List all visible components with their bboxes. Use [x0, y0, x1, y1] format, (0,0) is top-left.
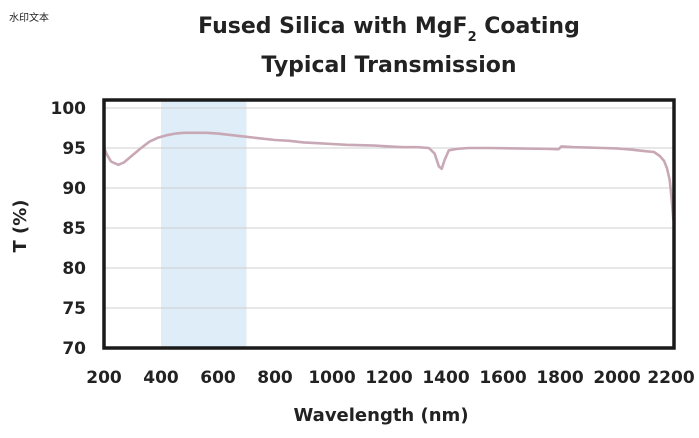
x-tick-label-600: 600 — [200, 368, 236, 388]
y-tick-label-95: 95 — [62, 139, 86, 159]
x-tick-label-1400: 1400 — [422, 368, 469, 388]
y-tick-label-90: 90 — [62, 179, 86, 199]
y-axis-label: T (%) — [10, 199, 31, 252]
x-tick-label-1200: 1200 — [365, 368, 412, 388]
transmission-line-0 — [102, 131, 675, 222]
y-tick-label-100: 100 — [51, 99, 87, 119]
title-main: Fused Silica with MgF — [198, 14, 467, 39]
y-tick-label-80: 80 — [62, 259, 86, 279]
x-tick-label-400: 400 — [143, 368, 179, 388]
plot-area: 70 75 80 85 90 95 100 200 400 600 800 1000 1200 1400 1… — [51, 98, 695, 388]
title-end: Coating — [477, 14, 580, 39]
chart-title-line2: Typical Transmission — [261, 53, 516, 78]
x-axis-label: Wavelength (nm) — [293, 405, 468, 426]
x-tick-label-800: 800 — [257, 368, 293, 388]
x-tick-label-2000: 2000 — [593, 368, 640, 388]
y-tick-label-70: 70 — [62, 339, 86, 359]
title-subscript: 2 — [468, 30, 477, 45]
x-tick-label-2200: 2200 — [647, 368, 694, 388]
watermark-text: 水印文本 — [9, 13, 49, 24]
x-tick-label-1800: 1800 — [536, 368, 583, 388]
y-tick-label-85: 85 — [62, 219, 86, 239]
chart-title-line1: Fused Silica with MgF2 Coating — [198, 14, 580, 45]
visible-band-highlight — [161, 100, 247, 348]
y-tick-label-75: 75 — [62, 299, 86, 319]
x-tick-label-1600: 1600 — [479, 368, 526, 388]
x-tick-label-200: 200 — [86, 368, 122, 388]
x-tick-label-1000: 1000 — [308, 368, 355, 388]
plot-frame — [102, 98, 676, 350]
